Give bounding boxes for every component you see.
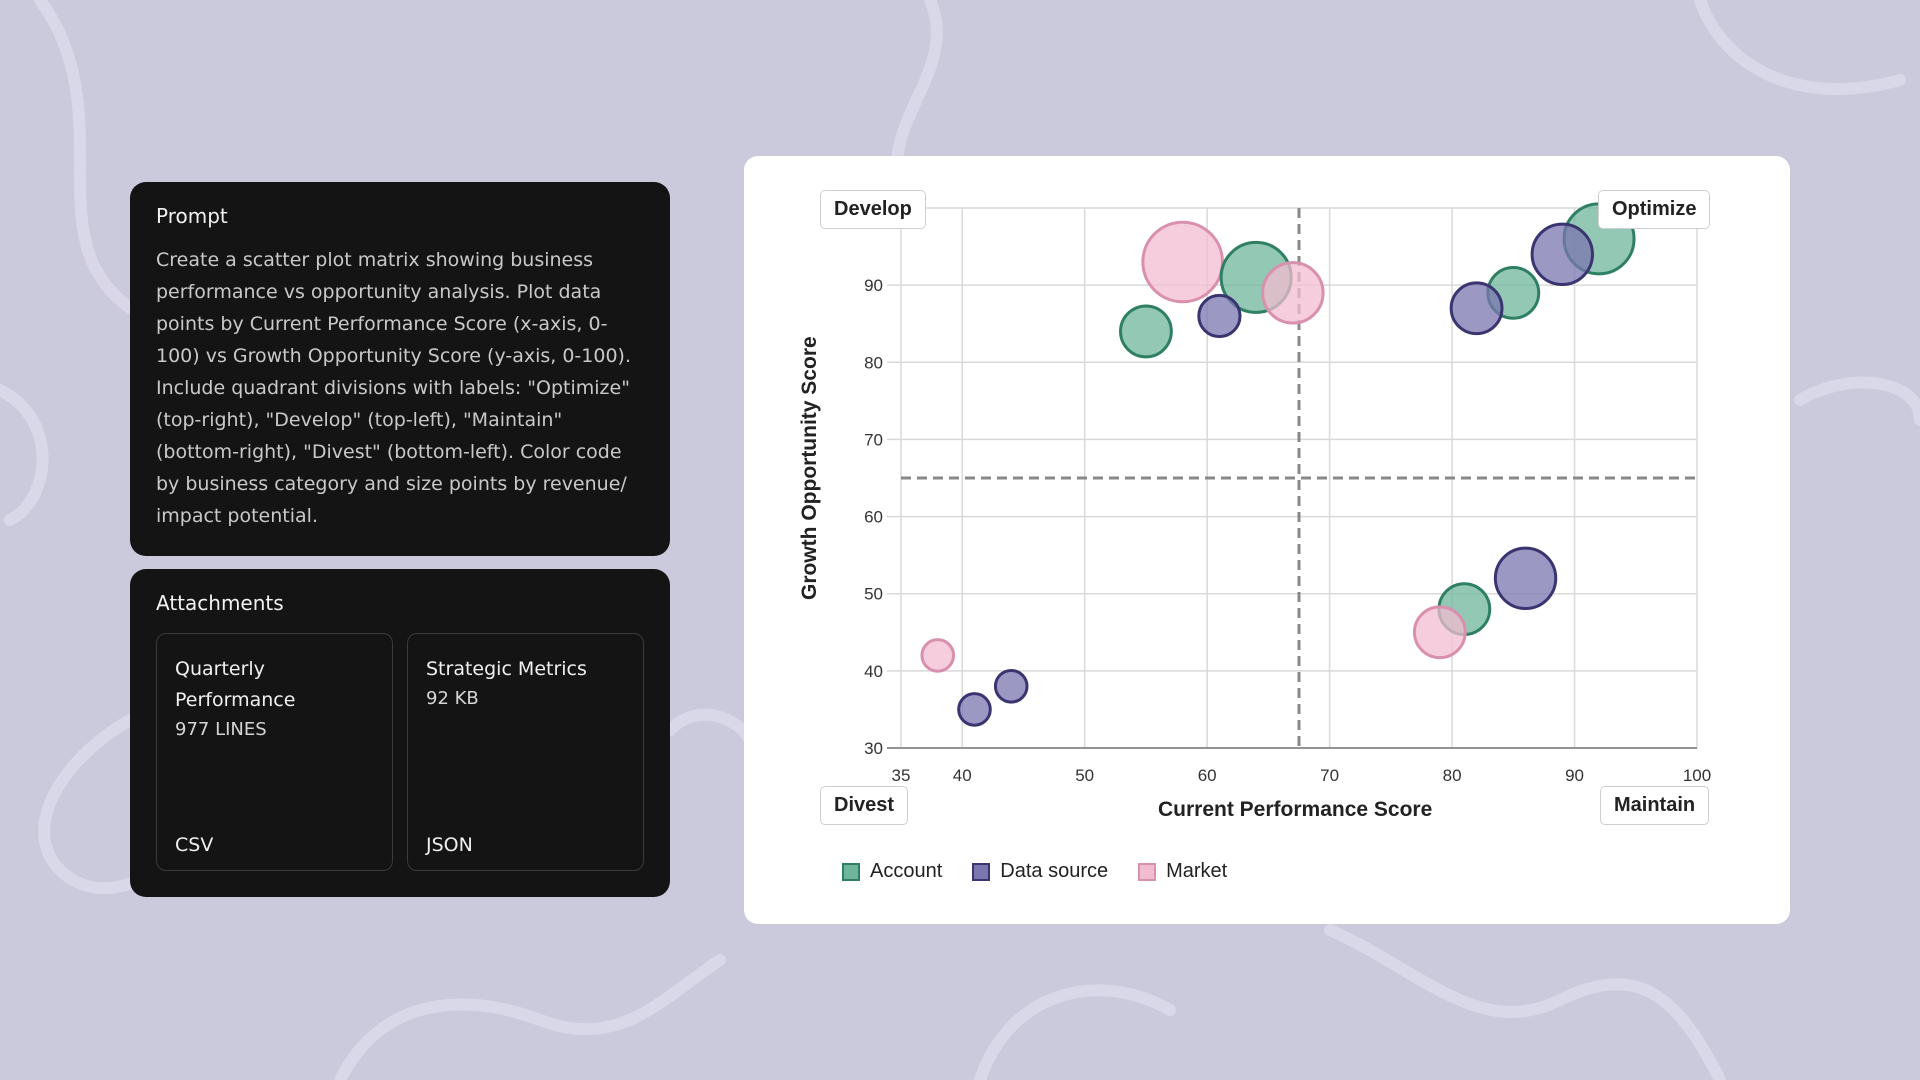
prompt-text: Create a scatter plot matrix showing bus… (156, 249, 632, 527)
data-point-data-source (993, 668, 1029, 704)
quadrant-label-optimize: Optimize (1598, 190, 1711, 229)
x-tick-label: 35 (892, 766, 911, 785)
y-tick-label: 60 (864, 508, 883, 527)
attachment-card-json[interactable]: Strategic Metrics 92 KB JSON (407, 633, 644, 871)
data-point-data-source (957, 692, 992, 727)
data-point-data-source (1530, 222, 1594, 286)
y-tick-label: 70 (864, 430, 883, 449)
x-tick-label: 70 (1320, 766, 1339, 785)
attachment-name: Quarterly Performance (175, 658, 296, 711)
prompt-title: Prompt (156, 204, 228, 228)
x-tick-label: 80 (1443, 766, 1462, 785)
attachment-type: CSV (175, 834, 214, 856)
legend-label: Market (1166, 860, 1228, 882)
data-point-data-source (1197, 293, 1242, 339)
legend-swatch (1138, 862, 1157, 881)
quadrant-label-maintain: Maintain (1600, 786, 1710, 825)
x-tick-label: 40 (953, 766, 972, 785)
legend-label: Account (870, 860, 943, 882)
data-point-data-source (1449, 281, 1504, 336)
legend-item-market[interactable]: Market (1138, 860, 1227, 883)
data-point-market (920, 638, 956, 673)
x-tick-label: 60 (1198, 766, 1217, 785)
x-tick-label: 50 (1075, 766, 1094, 785)
x-axis-title: Current Performance Score (1158, 798, 1433, 821)
attachment-type: JSON (426, 834, 473, 856)
x-tick-label: 90 (1565, 766, 1584, 785)
y-tick-label: 80 (864, 353, 883, 372)
data-point-market (1141, 220, 1224, 304)
attachments-title: Attachments (156, 591, 284, 615)
y-tick-label: 40 (864, 662, 883, 681)
x-tick-label: 100 (1683, 766, 1711, 785)
legend-swatch (842, 862, 860, 881)
data-point-market (1412, 605, 1467, 660)
legend-label: Data source (1000, 860, 1109, 882)
prompt-panel: Prompt Create a scatter plot matrix show… (130, 182, 670, 556)
data-point-account (1119, 304, 1173, 359)
quadrant-label-develop: Develop (820, 190, 926, 229)
attachment-name: Strategic Metrics (426, 658, 587, 680)
y-tick-label: 30 (864, 739, 883, 758)
data-point-data-source (1493, 546, 1558, 610)
legend-item-data-source[interactable]: Data source (972, 860, 1108, 883)
chart-card: 35 40 50 60 70 80 90 100 30 40 50 60 70 80 90 Develop … (744, 156, 1790, 924)
legend: Account Data source Market (842, 860, 1227, 883)
legend-swatch (972, 862, 991, 881)
y-tick-label: 90 (864, 276, 883, 295)
data-point-market (1261, 261, 1325, 325)
attachments-panel: Attachments Quarterly Performance 977 LI… (130, 569, 670, 897)
attachment-size: 92 KB (426, 688, 479, 709)
y-tick-label: 50 (864, 585, 883, 604)
y-axis-title: Growth Opportunity Score (798, 336, 821, 600)
legend-item-account[interactable]: Account (842, 860, 942, 883)
attachment-size: 977 LINES (175, 719, 267, 740)
quadrant-label-divest: Divest (820, 786, 909, 825)
attachment-card-csv[interactable]: Quarterly Performance 977 LINES CSV (156, 633, 393, 871)
